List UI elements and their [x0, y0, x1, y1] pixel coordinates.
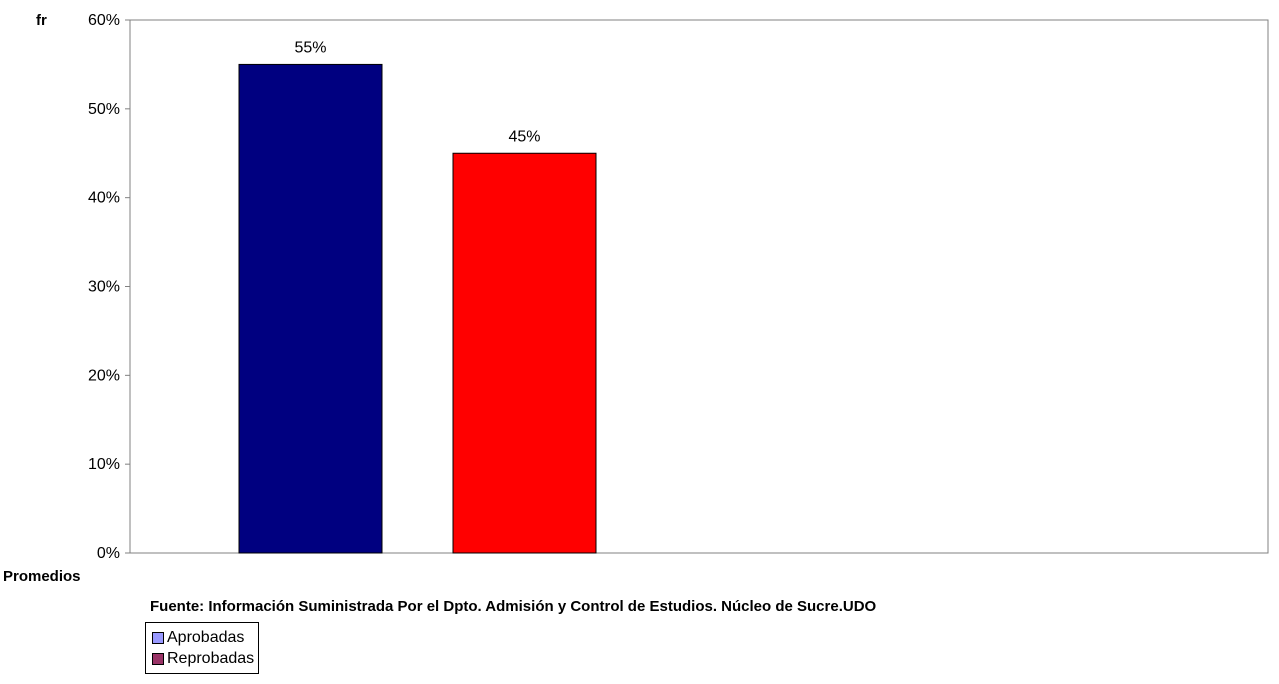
legend-item-aprobadas: Aprobadas: [150, 627, 254, 648]
y-tick-label: 40%: [88, 190, 120, 207]
y-tick-label: 60%: [88, 12, 120, 29]
legend-swatch-reprobadas: [152, 652, 164, 665]
bar-aprobadas: [238, 63, 383, 554]
legend-label-reprobadas: Reprobadas: [167, 649, 255, 667]
y-tick-label: 0%: [97, 545, 120, 562]
data-label-aprobadas: 55%: [294, 39, 326, 56]
legend: Aprobadas Reprobadas: [145, 622, 260, 674]
data-label-reprobadas: 45%: [508, 128, 540, 145]
y-tick-label: 50%: [88, 101, 120, 118]
y-tick-label: 20%: [88, 367, 120, 384]
legend-item-reprobadas: Reprobadas: [150, 648, 254, 669]
source-note: Fuente: Información Suministrada Por el …: [150, 598, 877, 615]
legend-label-aprobadas: Aprobadas: [167, 628, 245, 646]
y-axis: 0% 10% 20% 30% 40% 50% 60%: [88, 12, 130, 562]
x-axis-title: Promedios: [3, 568, 81, 585]
legend-swatch-aprobadas: [152, 631, 164, 644]
y-axis-title: fr: [36, 12, 47, 29]
bar-reprobadas: [452, 152, 597, 554]
y-tick-label: 10%: [88, 456, 120, 473]
bars-group: 55% 45%: [238, 39, 597, 554]
y-tick-label: 30%: [88, 279, 120, 296]
